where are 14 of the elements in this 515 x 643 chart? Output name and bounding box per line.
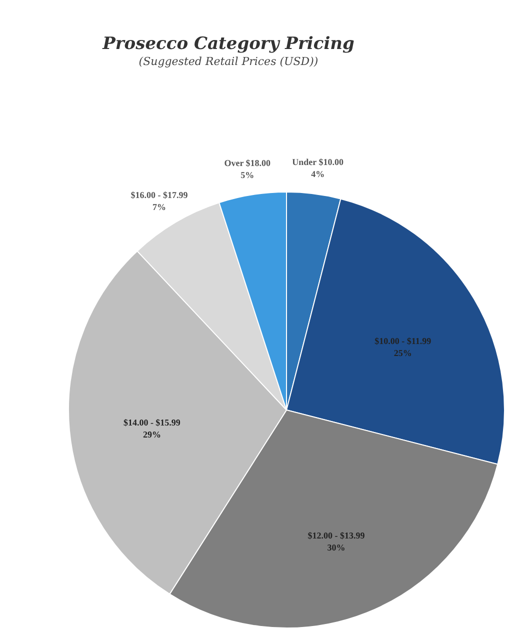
data-label: 4% bbox=[311, 168, 325, 179]
chart-subtitle: (Suggested Retail Prices (USD)) bbox=[138, 54, 318, 68]
data-label: 30% bbox=[327, 542, 346, 553]
slice-label: Over $18.00 bbox=[224, 158, 272, 168]
slice-label: $12.00 - $13.99 bbox=[308, 530, 366, 541]
data-label: 7% bbox=[152, 202, 166, 212]
chart-title: Prosecco Category Pricing bbox=[102, 34, 355, 54]
data-label: 5% bbox=[240, 170, 254, 180]
slice-label: $16.00 - $17.99 bbox=[130, 190, 188, 200]
data-label: 25% bbox=[394, 348, 412, 358]
slice-label: Under $10.00 bbox=[292, 156, 344, 167]
data-label: 29% bbox=[142, 430, 161, 440]
slice-label: $10.00 - $11.99 bbox=[374, 336, 432, 346]
slice-label: $14.00 - $15.99 bbox=[123, 418, 181, 428]
